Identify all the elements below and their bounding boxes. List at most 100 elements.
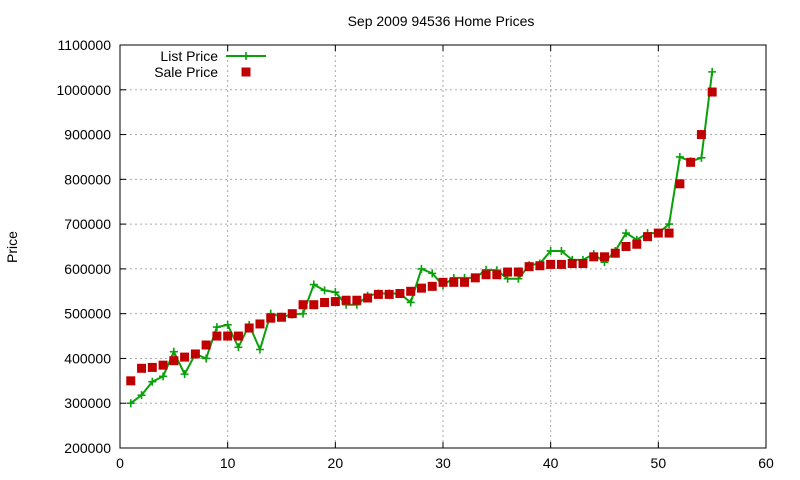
x-tick-label: 0 [116,455,124,471]
sale-price-point [126,376,136,386]
series-layer [126,67,717,408]
sale-price-point [190,349,200,359]
sale-price-point [686,157,696,167]
list-price-point [546,246,555,255]
y-tick-label: 1100000 [58,37,112,53]
list-price-point [169,347,178,356]
sale-price-point [600,252,609,262]
sale-price-point [460,277,470,287]
x-tick-label: 30 [435,455,451,471]
sale-price-point [675,179,685,189]
list-price-point [675,152,684,161]
sale-price-point [341,295,351,305]
y-tick-label: 700000 [64,216,111,232]
list-price-point [202,354,211,363]
x-tick-label: 20 [328,455,344,471]
list-price-point [148,377,157,386]
list-price-point [665,220,674,229]
sale-price-point [363,293,373,303]
list-price-point [126,399,135,408]
sale-price-point [298,300,308,310]
series-list-price [126,67,717,408]
sale-price-point [287,309,297,319]
sale-price-point [137,363,147,373]
y-tick-label: 900000 [64,127,111,143]
sale-price-point [481,270,491,280]
sale-price-point [449,277,459,287]
sale-price-point [352,295,362,305]
sale-price-point [373,289,383,299]
sale-price-point [395,289,405,299]
sale-price-point [147,362,157,372]
sale-price-point [535,261,545,271]
sale-price-point [255,319,265,329]
sale-price-point [643,232,653,242]
sale-price-point [621,242,631,251]
sale-price-point [578,259,588,269]
sale-price-point [492,270,502,280]
sale-price-point [309,300,319,310]
chart-title: Sep 2009 94536 Home Prices [348,13,535,29]
y-tick-label: 200000 [64,440,111,456]
list-price-point [180,370,189,379]
y-tick-label: 600000 [64,261,111,277]
sale-price-point [277,312,286,322]
sale-price-point [212,331,222,341]
legend-label: List Price [160,48,218,64]
y-tick-label: 400000 [64,350,111,366]
sale-price-point [416,283,426,293]
x-tick-label: 10 [220,455,236,471]
list-price-point [697,153,706,162]
list-price-point [159,372,168,381]
sale-price-point [653,228,663,238]
sale-price-point [427,281,437,291]
list-price-line [130,71,714,405]
list-price-point [309,280,318,289]
list-price-point [406,298,415,307]
sale-price-point [158,360,168,370]
sale-price-point [470,273,480,283]
sale-price-point [244,323,254,333]
sale-price-point [169,356,179,366]
sale-price-point [664,228,674,238]
sale-price-point [330,297,340,307]
sale-price-point [610,248,620,258]
sale-price-point [438,277,448,287]
sale-price-point [406,286,416,296]
y-tick-label: 1000000 [56,82,111,98]
y-axis-label: Price [4,231,20,263]
sale-price-point [384,289,394,299]
list-price-point [320,286,329,295]
grid-layer [120,45,766,448]
x-tick-label: 60 [758,455,774,471]
y-tick-label: 800000 [64,171,111,187]
list-price-point [137,391,146,400]
x-tick-label: 40 [543,455,559,471]
list-price-point [255,345,264,354]
sale-price-point [556,259,566,269]
list-price-point [331,288,340,297]
sale-price-point [546,259,556,269]
list-price-point [212,323,221,332]
list-price-point [234,343,243,352]
list-price-point [622,229,631,238]
sale-price-point [180,352,190,362]
sale-price-point [567,259,577,269]
series-sale-price [126,87,717,386]
list-price-point [417,264,426,273]
legend-label: Sale Price [154,64,218,80]
list-price-point [708,67,717,76]
sale-price-point [513,267,523,277]
sale-price-point [201,340,211,350]
y-tick-label: 300000 [64,395,111,411]
sale-price-point [266,313,276,323]
legend-swatch-marker [242,52,250,60]
list-price-point [557,246,566,255]
tick-layer: 200000 300000 400000 500000 600000 700000 8000… [56,37,774,471]
list-price-point [223,320,232,329]
sale-price-point [320,297,330,307]
sale-price-point [589,252,599,262]
